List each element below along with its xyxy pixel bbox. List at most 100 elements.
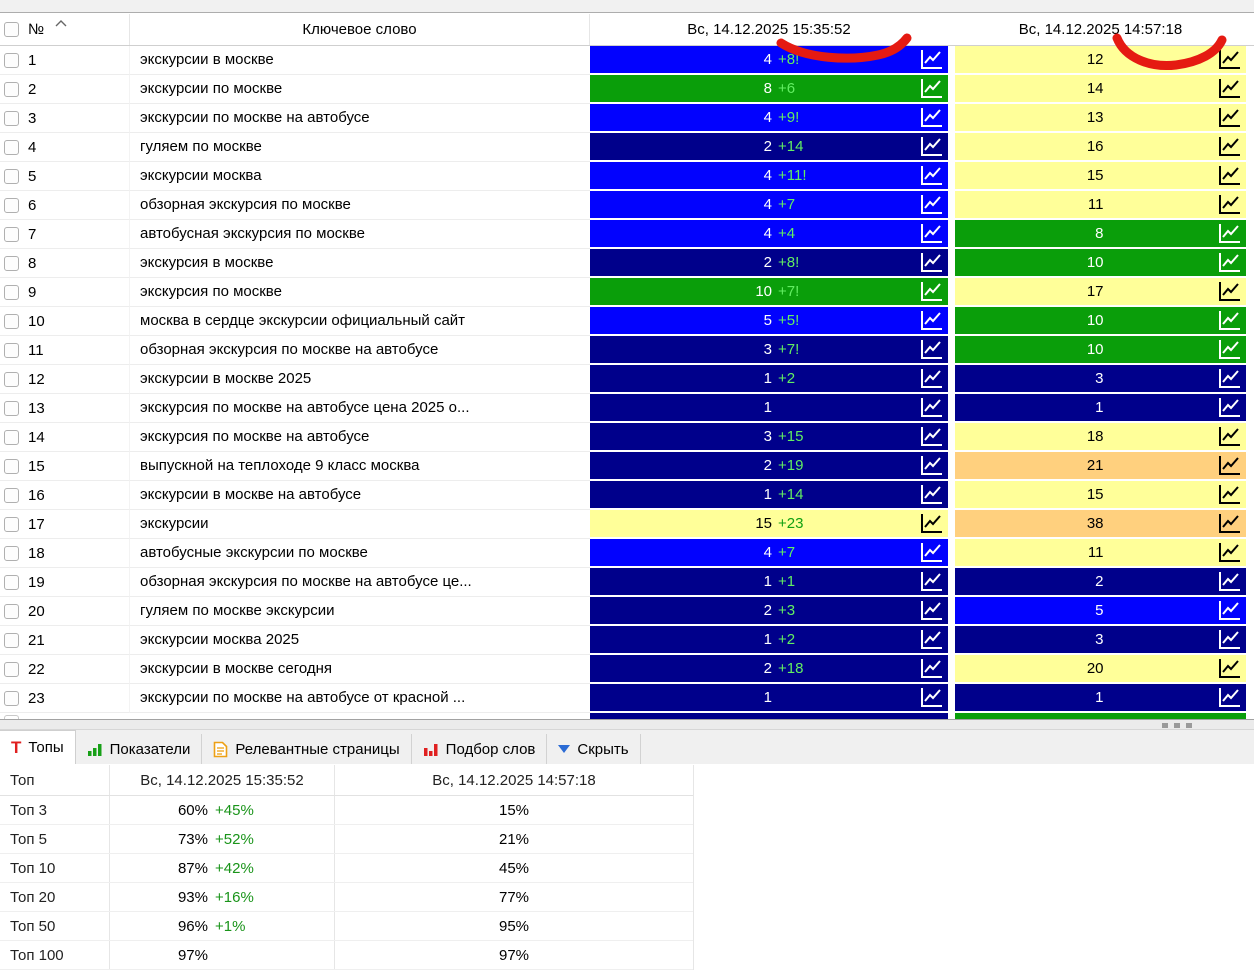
position-cell-date1[interactable]: 1 (590, 394, 948, 423)
keyword-cell[interactable]: экскурсия в москве (130, 249, 590, 278)
position-cell-date1[interactable]: 4 +11! (590, 162, 948, 191)
position-cell-date2[interactable]: 17 (955, 278, 1246, 307)
select-all-checkbox[interactable] (4, 22, 19, 37)
row-checkbox[interactable] (4, 110, 19, 126)
position-cell-date1[interactable]: 4 +9! (590, 104, 948, 133)
position-cell-date1[interactable]: 2 +18 (590, 655, 948, 684)
line-chart-icon[interactable] (918, 77, 944, 100)
line-chart-icon[interactable] (1216, 338, 1242, 361)
line-chart-icon[interactable] (918, 425, 944, 448)
keyword-cell[interactable]: москва в сердце экскурсии официальный са… (130, 307, 590, 336)
date-column-header-1[interactable]: Вс, 14.12.2025 15:35:52 (687, 21, 851, 38)
line-chart-icon[interactable] (1216, 280, 1242, 303)
keyword-cell[interactable]: экскурсии по москве на автобусе от красн… (130, 684, 590, 713)
line-chart-icon[interactable] (1216, 425, 1242, 448)
position-cell-date2[interactable]: 13 (955, 104, 1246, 133)
keyword-cell[interactable]: гуляем по москве экскурсии (130, 597, 590, 626)
position-cell-date2[interactable]: 11 (955, 539, 1246, 568)
line-chart-icon[interactable] (918, 657, 944, 680)
tab-hide[interactable]: Скрыть (547, 734, 641, 764)
position-cell-date2[interactable]: 20 (955, 655, 1246, 684)
row-checkbox[interactable] (4, 284, 19, 300)
position-cell-date1[interactable]: 4 +7 (590, 539, 948, 568)
position-cell-date1[interactable]: 4 +7 (590, 191, 948, 220)
row-checkbox[interactable] (4, 197, 19, 213)
keyword-cell[interactable]: экскурсия по москве на автобусе (130, 423, 590, 452)
tab-pages[interactable]: Релевантные страницы (202, 734, 412, 764)
tab-words[interactable]: Подбор слов (412, 734, 548, 764)
row-checkbox[interactable] (4, 342, 19, 358)
line-chart-icon[interactable] (918, 367, 944, 390)
row-checkbox[interactable] (4, 52, 19, 68)
line-chart-icon[interactable] (1216, 367, 1242, 390)
keyword-cell[interactable]: экскурсии (130, 510, 590, 539)
keyword-cell[interactable]: гуляем по москве (130, 133, 590, 162)
line-chart-icon[interactable] (1216, 48, 1242, 71)
line-chart-icon[interactable] (918, 628, 944, 651)
keyword-cell[interactable]: обзорная экскурсия по москве (130, 191, 590, 220)
row-checkbox[interactable] (4, 168, 19, 184)
keyword-cell[interactable]: экскурсии в москве (130, 46, 590, 75)
row-checkbox[interactable] (4, 603, 19, 619)
keyword-cell[interactable]: автобусные экскурсии по москве (130, 539, 590, 568)
line-chart-icon[interactable] (1216, 106, 1242, 129)
row-checkbox[interactable] (4, 458, 19, 474)
position-cell-date1[interactable]: 1 +1 (590, 568, 948, 597)
line-chart-icon[interactable] (918, 570, 944, 593)
position-cell-date2[interactable]: 3 (955, 365, 1246, 394)
position-cell-date2[interactable]: 5 (955, 597, 1246, 626)
line-chart-icon[interactable] (918, 454, 944, 477)
position-cell-date1[interactable]: 1 +14 (590, 481, 948, 510)
row-checkbox[interactable] (4, 400, 19, 416)
keyword-cell[interactable]: экскурсии в москве сегодня (130, 655, 590, 684)
keyword-cell[interactable]: экскурсии москва (130, 162, 590, 191)
line-chart-icon[interactable] (1216, 628, 1242, 651)
position-cell-date2[interactable]: 12 (955, 46, 1246, 75)
row-checkbox[interactable] (4, 516, 19, 532)
line-chart-icon[interactable] (918, 48, 944, 71)
date-column-header-2[interactable]: Вс, 14.12.2025 14:57:18 (1018, 21, 1183, 38)
position-cell-date1[interactable]: 1 (590, 684, 948, 713)
line-chart-icon[interactable] (918, 309, 944, 332)
position-cell-date2[interactable]: 15 (955, 162, 1246, 191)
row-checkbox[interactable] (4, 81, 19, 97)
keyword-cell[interactable]: экскурсия по москве на автобусе цена 202… (130, 394, 590, 423)
tab-tops[interactable]: T Топы (0, 730, 76, 764)
row-checkbox[interactable] (4, 313, 19, 329)
sort-ascending-icon[interactable] (54, 15, 68, 32)
line-chart-icon[interactable] (918, 251, 944, 274)
row-checkbox[interactable] (4, 545, 19, 561)
line-chart-icon[interactable] (918, 396, 944, 419)
line-chart-icon[interactable] (1216, 483, 1242, 506)
line-chart-icon[interactable] (1216, 193, 1242, 216)
position-cell-date1[interactable]: 1 +2 (590, 626, 948, 655)
line-chart-icon[interactable] (918, 135, 944, 158)
line-chart-icon[interactable] (1216, 599, 1242, 622)
line-chart-icon[interactable] (918, 512, 944, 535)
line-chart-icon[interactable] (918, 164, 944, 187)
position-cell-date1[interactable]: 2 +14 (590, 133, 948, 162)
line-chart-icon[interactable] (1216, 512, 1242, 535)
row-checkbox[interactable] (4, 226, 19, 242)
position-cell-date2[interactable]: 18 (955, 423, 1246, 452)
tab-metrics[interactable]: Показатели (76, 734, 203, 764)
row-checkbox[interactable] (4, 429, 19, 445)
position-cell-date2[interactable]: 2 (955, 568, 1246, 597)
keyword-cell[interactable]: экскурсии москва 2025 (130, 626, 590, 655)
line-chart-icon[interactable] (918, 338, 944, 361)
line-chart-icon[interactable] (1216, 570, 1242, 593)
position-cell-date2[interactable]: 1 (955, 684, 1246, 713)
line-chart-icon[interactable] (1216, 396, 1242, 419)
position-cell-date2[interactable]: 10 (955, 307, 1246, 336)
position-cell-date1[interactable]: 15 +23 (590, 510, 948, 539)
line-chart-icon[interactable] (1216, 686, 1242, 709)
line-chart-icon[interactable] (1216, 657, 1242, 680)
line-chart-icon[interactable] (918, 599, 944, 622)
position-cell-date2[interactable]: 3 (955, 626, 1246, 655)
keyword-cell[interactable]: выпускной на теплоходе 9 класс москва (130, 452, 590, 481)
line-chart-icon[interactable] (918, 541, 944, 564)
position-cell-date2[interactable]: 8 (955, 220, 1246, 249)
line-chart-icon[interactable] (1216, 454, 1242, 477)
keyword-cell[interactable]: экскурсии по москве (130, 75, 590, 104)
splitter-grip-icon[interactable] (1162, 723, 1192, 728)
